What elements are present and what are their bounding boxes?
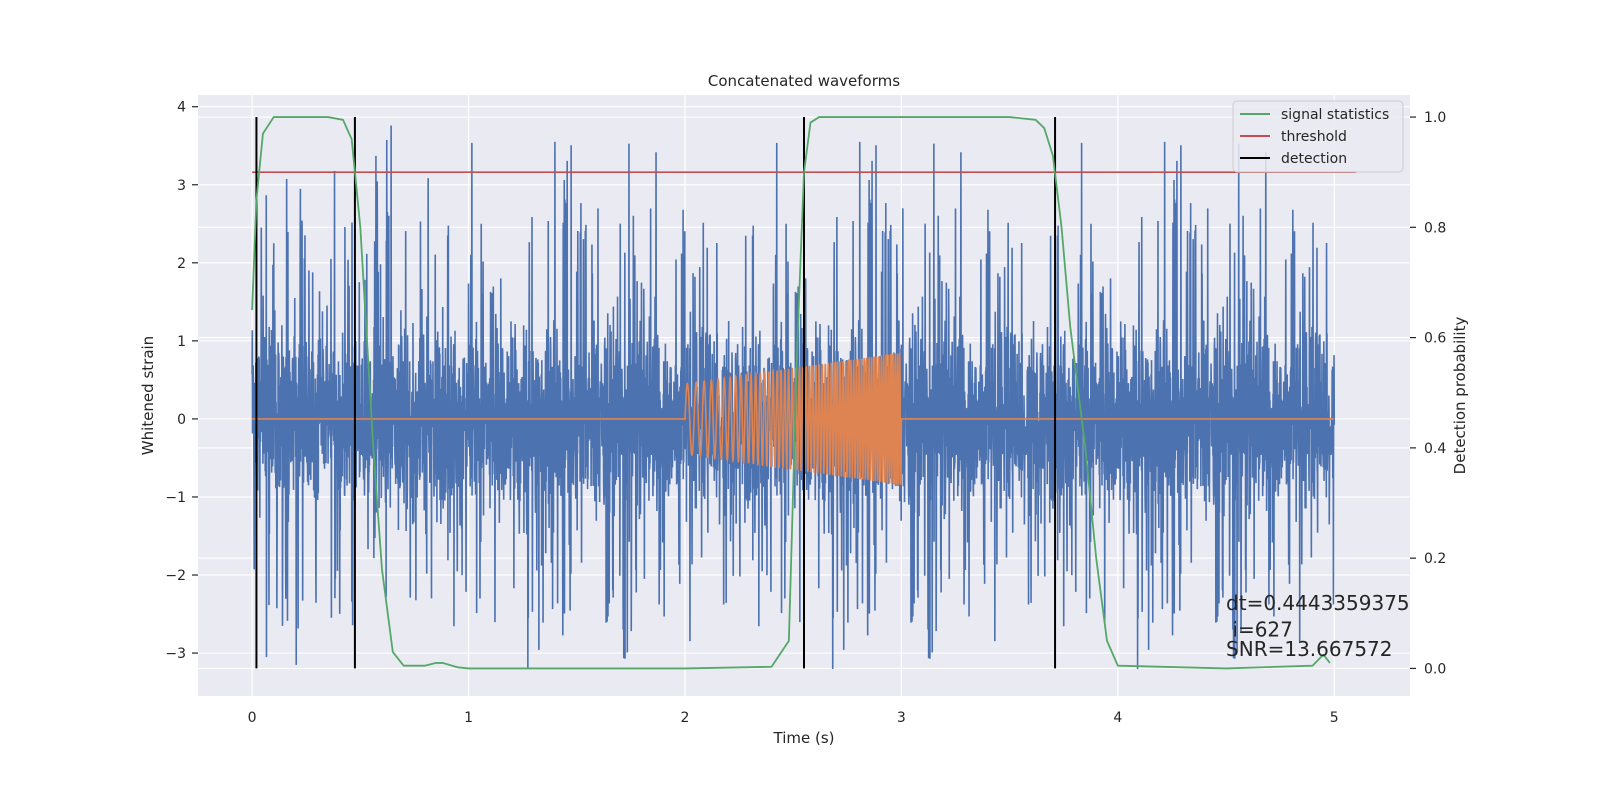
y-tick-label: 0 bbox=[177, 412, 186, 428]
legend: signal statistics threshold detection bbox=[1232, 100, 1404, 173]
y-tick-label: −2 bbox=[165, 568, 186, 584]
series-signal-statistics-line bbox=[251, 116, 1331, 670]
x-tick-label: 3 bbox=[897, 710, 906, 726]
y-tick-label: 3 bbox=[177, 178, 186, 194]
y-tick-label: 1 bbox=[177, 334, 186, 350]
y-axis-label: Whitened strain bbox=[139, 336, 157, 455]
x-tick-label: 1 bbox=[464, 710, 473, 726]
data-layer bbox=[251, 116, 1356, 670]
x-tick-label: 5 bbox=[1330, 710, 1339, 726]
legend-box bbox=[1232, 100, 1404, 173]
y2-tick-label: 1.0 bbox=[1424, 110, 1446, 126]
ticks: 0 1 2 3 4 5 −3 −2 −1 0 1 2 3 4 0.0 0.2 0.4 0.6 0.8 1.0 bbox=[165, 100, 1446, 726]
y-tick-label: −3 bbox=[165, 646, 186, 662]
x-tick-label: 4 bbox=[1113, 710, 1122, 726]
y2-tick-label: 0.2 bbox=[1424, 551, 1446, 567]
legend-label-detection: detection bbox=[1281, 151, 1347, 167]
series-template-line bbox=[252, 352, 1335, 486]
y2-tick-label: 0.4 bbox=[1424, 441, 1446, 457]
y2-axis-label: Detection probability bbox=[1451, 317, 1469, 475]
annotation-snr: SNR=13.667572 bbox=[1226, 637, 1392, 661]
annotation-dt: dt=0.4443359375 bbox=[1226, 591, 1410, 615]
y2-tick-label: 0.8 bbox=[1424, 220, 1446, 236]
y2-tick-label: 0.6 bbox=[1424, 331, 1446, 347]
x-axis-label: Time (s) bbox=[773, 729, 835, 747]
y-tick-label: −1 bbox=[165, 490, 186, 506]
x-tick-label: 2 bbox=[681, 710, 690, 726]
annotation-i: i=627 bbox=[1226, 618, 1293, 642]
x-tick-label: 0 bbox=[248, 710, 257, 726]
legend-label-threshold: threshold bbox=[1281, 129, 1347, 145]
y2-tick-label: 0.0 bbox=[1424, 661, 1446, 677]
y-tick-label: 4 bbox=[177, 100, 186, 116]
chart-title: Concatenated waveforms bbox=[708, 72, 900, 90]
legend-label-signal-statistics: signal statistics bbox=[1281, 107, 1389, 123]
y-tick-label: 2 bbox=[177, 256, 186, 272]
